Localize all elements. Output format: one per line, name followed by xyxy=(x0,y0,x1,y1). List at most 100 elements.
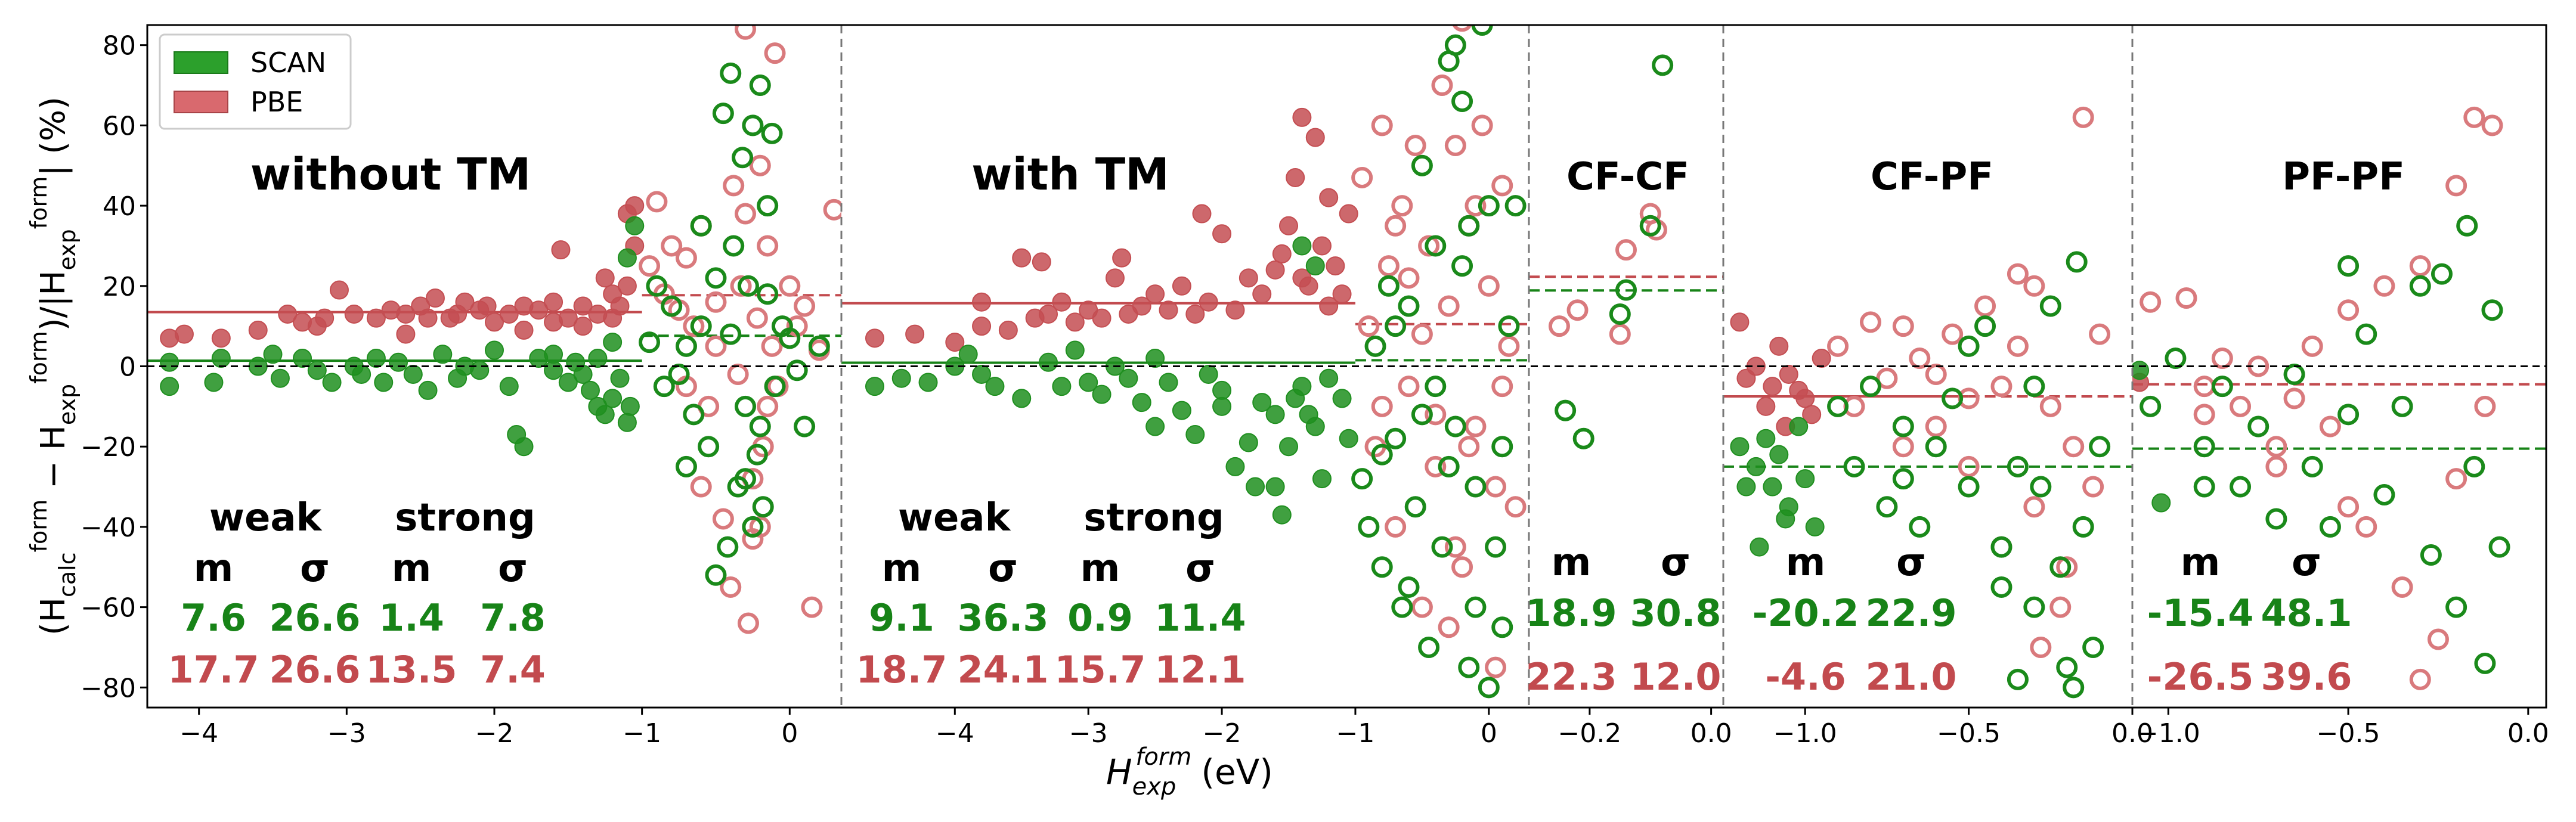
scan-point-open xyxy=(1431,536,1453,558)
stats-scan-value: 7.6 xyxy=(181,596,246,640)
scan-point-open xyxy=(2072,516,2094,538)
scan-point xyxy=(1332,389,1352,408)
pbe-point xyxy=(1812,349,1831,368)
scan-point-open xyxy=(668,363,690,385)
scan-point-open xyxy=(1892,415,1914,438)
y-tick-label: 0 xyxy=(119,352,136,383)
pbe-point-open xyxy=(2023,275,2045,297)
y-tick-label: 20 xyxy=(103,272,136,302)
scan-point xyxy=(588,396,608,416)
x-tick-label: 0.0 xyxy=(1690,718,1732,749)
scan-point xyxy=(1805,517,1825,536)
pbe-point-open xyxy=(2319,415,2341,438)
stats-pbe-value: -4.6 xyxy=(1765,655,1846,699)
panel-with-tm xyxy=(841,25,1529,699)
scan-point-open xyxy=(1377,275,1400,297)
scan-point xyxy=(865,377,884,396)
scan-point-open xyxy=(1555,399,1577,421)
pbe-point xyxy=(174,324,194,344)
scan-point-open xyxy=(2409,275,2431,297)
stats-col-m: m xyxy=(1080,547,1120,591)
pbe-point-open xyxy=(705,335,727,357)
scan-point-open xyxy=(2165,348,2187,370)
stats-cf-pf: m σ -20.2 22.9 -4.6 21.0 xyxy=(1753,541,1957,699)
y-tick-label: 60 xyxy=(103,111,136,141)
pbe-point xyxy=(1145,284,1165,304)
scan-point xyxy=(389,352,408,372)
scan-point xyxy=(1185,425,1205,444)
stats-cf-cf: m σ 18.9 30.8 22.3 12.0 xyxy=(1526,541,1722,699)
scan-point-open xyxy=(1491,436,1513,458)
stats-col-sigma: σ xyxy=(498,547,528,591)
pbe-point-open xyxy=(2445,175,2467,197)
stats-scan-value: -20.2 xyxy=(1753,591,1859,635)
scan-point-open xyxy=(2023,376,2045,398)
stats-pbe-value: 13.5 xyxy=(366,648,457,691)
x-tick-label: −4 xyxy=(936,718,974,749)
pbe-point-open xyxy=(746,307,768,329)
x-tick-label: −3 xyxy=(327,718,366,749)
pbe-point-open xyxy=(2337,496,2360,518)
scan-point-open xyxy=(737,275,759,297)
scan-point-open xyxy=(1411,404,1433,426)
scan-point-open xyxy=(1498,315,1520,337)
pbe-point-open xyxy=(2049,596,2072,618)
pbe-point xyxy=(1769,336,1789,356)
pbe-point xyxy=(1172,276,1191,296)
scan-point-open xyxy=(2039,295,2061,317)
scan-point-open xyxy=(757,283,779,305)
scan-point-open xyxy=(2049,556,2072,578)
stats-pbe-value: 17.7 xyxy=(168,648,259,691)
scan-point xyxy=(972,364,992,384)
stats-pbe-value: 39.6 xyxy=(2261,655,2352,699)
pbe-point-open xyxy=(2023,496,2045,518)
pbe-point xyxy=(1279,216,1299,235)
scan-point xyxy=(1789,417,1809,436)
scan-point-open xyxy=(808,335,830,357)
scan-point-open xyxy=(1504,195,1527,217)
pbe-point-open xyxy=(1485,476,1507,498)
scan-point xyxy=(322,373,342,392)
scan-point-open xyxy=(1465,476,1487,498)
pbe-point xyxy=(211,328,231,348)
scan-point xyxy=(1736,477,1756,497)
panel-pf-pf xyxy=(2132,106,2546,690)
pbe-point xyxy=(477,296,497,316)
pbe-point xyxy=(544,292,564,312)
scan-point-open xyxy=(653,376,675,398)
scan-point-open xyxy=(1909,516,1931,538)
pbe-point-open xyxy=(735,25,757,40)
scan-point-open xyxy=(661,295,683,317)
scan-point xyxy=(1265,477,1285,497)
scan-point xyxy=(544,345,564,364)
pbe-point-open xyxy=(2265,436,2287,458)
scan-point-open xyxy=(720,323,742,345)
scan-point xyxy=(1292,377,1312,396)
scan-point-open xyxy=(1471,25,1493,36)
pbe-point-open xyxy=(794,295,816,317)
stats-scan-value: 0.9 xyxy=(1067,596,1133,640)
scan-point xyxy=(610,368,630,388)
pbe-point-open xyxy=(723,175,745,197)
scan-point xyxy=(1212,380,1232,400)
scan-point-open xyxy=(1843,455,1865,477)
scan-point xyxy=(1012,389,1032,408)
scan-point xyxy=(1312,469,1332,489)
scan-point-open xyxy=(1925,436,1947,458)
panel-title-cf-pf: CF-PF xyxy=(1871,155,1993,199)
scan-point-open xyxy=(2355,323,2377,345)
pbe-point-open xyxy=(1404,135,1426,157)
x-axis-label-unit: (eV) xyxy=(1201,752,1273,792)
pbe-point xyxy=(396,324,416,344)
scan-point xyxy=(2132,361,2150,380)
pbe-point-open xyxy=(1385,516,1407,538)
pbe-point xyxy=(485,312,504,332)
pbe-point-open xyxy=(1876,367,1898,389)
x-axis-label-sub: exp xyxy=(1132,773,1176,801)
scan-point xyxy=(485,340,504,360)
scan-point-open xyxy=(1351,468,1373,490)
scan-point-open xyxy=(757,195,779,217)
stats-scan-value: 36.3 xyxy=(958,596,1049,640)
pbe-point-open xyxy=(1491,175,1513,197)
